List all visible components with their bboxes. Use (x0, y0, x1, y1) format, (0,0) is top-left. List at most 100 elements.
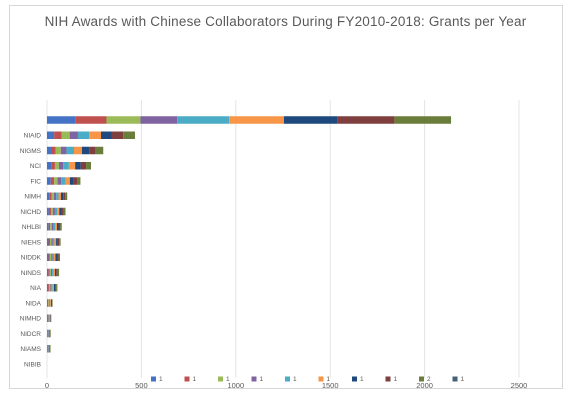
bar-segment (50, 314, 51, 322)
bar-segment (57, 253, 59, 261)
bar-segment (48, 299, 50, 307)
bar-segment (51, 253, 53, 261)
bar-segment (47, 268, 49, 277)
bar-segment (63, 192, 66, 200)
bar-segment (50, 177, 55, 185)
bar-segment (48, 314, 50, 322)
bar-segment (47, 284, 49, 292)
bars (47, 116, 452, 353)
category-label: NIEHS (21, 239, 42, 246)
bar-segment (53, 192, 57, 200)
chart-frame (9, 5, 563, 389)
legend-swatch (452, 376, 458, 382)
bar-segment (48, 284, 50, 292)
bar-segment (48, 345, 50, 353)
bar-segment (229, 116, 284, 124)
bar-segment (48, 329, 49, 338)
category-label: NICHD (20, 209, 41, 216)
category-label: NINDS (21, 270, 42, 277)
legend-label: 1 (293, 376, 297, 383)
bar-segment (60, 192, 64, 200)
bar-segment (47, 116, 76, 124)
bar-segment (52, 299, 53, 307)
bar-segment (52, 207, 55, 216)
legend-swatch (251, 376, 257, 382)
bar-segment (52, 253, 54, 261)
bar-segment (57, 223, 59, 231)
category-labels: NIAID NIGMS NCI FIC NIMH NICHD NHLBI NIEHS NIDDK… (20, 133, 42, 369)
bar-segment (283, 116, 338, 124)
legend-swatch (419, 376, 424, 382)
bar-segment (47, 146, 51, 155)
bar-segment (54, 238, 57, 246)
bar-segment (50, 223, 52, 231)
bar-segment (57, 238, 60, 246)
bar-segment (123, 131, 135, 139)
category-label: NIMH (24, 194, 41, 201)
bar-segment (49, 314, 50, 322)
bar-segment (50, 207, 53, 216)
bar-segment (47, 299, 49, 307)
bar-segment (47, 314, 48, 322)
bar-segment (48, 314, 49, 322)
bar-segment (75, 162, 81, 170)
bar-segment (59, 207, 62, 216)
bar-segment (50, 299, 51, 307)
category-label: NIAMS (20, 346, 41, 353)
x-tick-label: 2000 (416, 381, 433, 390)
bar-segment (58, 223, 61, 231)
bar-segment (50, 329, 51, 338)
bar-segment (47, 299, 48, 307)
bar-segment (51, 284, 53, 292)
bar-segment (47, 223, 49, 231)
bar-segment (50, 345, 51, 353)
bar-segment (48, 329, 50, 338)
bar-segment (89, 131, 101, 139)
bar-segment (77, 131, 90, 139)
bar-segment (47, 329, 48, 338)
legend-swatch (184, 376, 190, 382)
bar-segment (47, 314, 49, 322)
bar-segment (54, 207, 58, 216)
bar-segment (66, 146, 74, 155)
bar-segment (89, 146, 96, 155)
bar-segment (51, 192, 54, 200)
bar-segment (49, 284, 51, 292)
bar-segment (47, 253, 49, 261)
bar-segment (48, 345, 50, 353)
legend-label: 1 (260, 376, 264, 383)
bar-segment (48, 329, 50, 338)
bar-segment (54, 162, 59, 170)
bar-segment (47, 238, 49, 246)
legend-swatch (318, 376, 324, 382)
bar-segment (47, 207, 49, 216)
category-label: NIAID (24, 133, 42, 140)
bar-segment (55, 253, 58, 261)
bar-segment (47, 177, 51, 185)
bar-segment (63, 207, 66, 216)
bar-segment (53, 268, 55, 277)
bar-segment (58, 253, 61, 261)
bar-segment (100, 131, 112, 139)
gridlines (46, 100, 520, 378)
bar-segment (55, 284, 57, 292)
bar-segment (63, 162, 69, 170)
bar-segment (47, 345, 48, 353)
bar-segment (49, 329, 51, 338)
bar-segment (106, 116, 141, 124)
bar-segment (48, 345, 49, 353)
x-tick-label: 1500 (322, 381, 339, 390)
bar-segment (73, 177, 78, 185)
category-label: NIDDK (21, 255, 42, 262)
bar-segment (52, 238, 55, 246)
bar-segment (47, 192, 50, 200)
legend-label: 1 (327, 376, 331, 383)
bar-segment (54, 177, 58, 185)
legend-label: 1 (394, 376, 398, 383)
category-label: NIDCR (20, 331, 41, 338)
bar-segment (48, 299, 49, 307)
legend-swatch (151, 376, 156, 382)
bar-segment (51, 223, 54, 231)
legend-label: 2 (427, 376, 431, 383)
bar-segment (49, 192, 52, 200)
